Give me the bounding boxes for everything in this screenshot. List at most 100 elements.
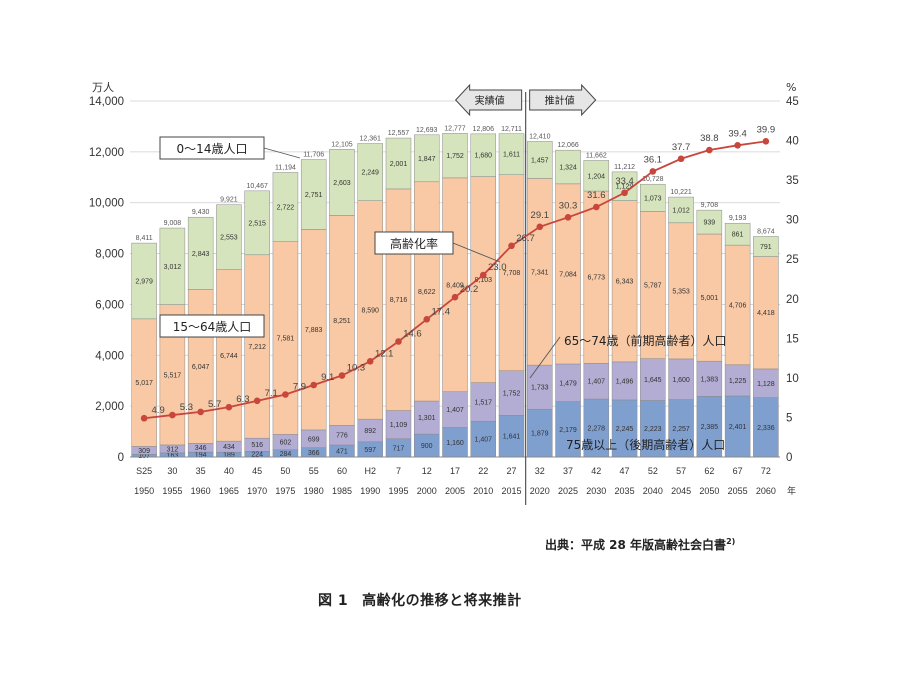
- callout-child-box: [159, 136, 265, 160]
- aging-rate-point: [734, 142, 741, 149]
- segment-value-label: 1,879: [531, 431, 549, 438]
- aging-rate-label: 30.3: [559, 200, 578, 211]
- x-tick-era: 52: [648, 466, 658, 476]
- x-tick-year: 1950: [134, 486, 154, 496]
- bar-segment: [131, 242, 157, 320]
- y2-tick-label: 0: [786, 452, 792, 464]
- callout-early-elderly-label: 65～74歳（前期高齢者）人口: [564, 333, 727, 348]
- segment-value-label: 2,179: [559, 427, 577, 434]
- segment-value-label: 8,590: [361, 307, 379, 314]
- segment-value-label: 309: [138, 448, 150, 455]
- segment-value-label: 5,001: [701, 295, 719, 302]
- segment-value-label: 1,128: [757, 381, 775, 388]
- x-tick-era: 50: [280, 466, 290, 476]
- aging-rate-label: 20.2: [460, 284, 479, 295]
- bar-total-label: 11,194: [275, 164, 296, 171]
- callout-child-leader: [263, 147, 301, 159]
- bar-segment: [300, 159, 327, 230]
- bar-total-label: 8,411: [136, 235, 153, 242]
- bar-segment: [187, 216, 214, 290]
- segment-value-label: 7,708: [503, 270, 521, 277]
- y2-tick-label: 30: [786, 215, 799, 227]
- bar-total-label: 9,921: [220, 197, 238, 204]
- callout-rate-label: 高齢化率: [390, 236, 438, 251]
- aging-rate-point: [140, 414, 148, 422]
- bar-segment: [216, 269, 242, 442]
- x-tick-year: 2050: [699, 486, 719, 496]
- actual-period-arrow: [454, 83, 523, 117]
- segment-value-label: 892: [364, 428, 376, 435]
- segment-value-label: 8,409: [446, 282, 464, 289]
- segment-value-label: 2,603: [333, 180, 351, 187]
- aging-rate-label: 37.7: [672, 142, 691, 153]
- actual-period-label: 実績値: [475, 94, 505, 107]
- x-tick-year: 1985: [332, 486, 352, 496]
- figure-title: 高齢化の推移と将来推計: [362, 593, 522, 609]
- y-tick-label: 14,000: [89, 96, 124, 108]
- x-tick-era: 17: [450, 466, 460, 476]
- segment-value-label: 7,341: [531, 269, 549, 276]
- aging-rate-label: 23.0: [488, 262, 507, 273]
- bar-segment: [640, 183, 666, 212]
- bar-total-label: 12,361: [360, 136, 382, 143]
- segment-value-label: 7,883: [305, 327, 323, 334]
- bar-segment: [583, 363, 610, 400]
- bar-segment: [527, 178, 553, 366]
- bar-segment: [329, 149, 355, 216]
- x-tick-era: 7: [396, 466, 401, 476]
- segment-value-label: 471: [336, 449, 348, 456]
- segment-value-label: 434: [223, 444, 235, 451]
- bar-segment: [583, 160, 610, 192]
- aging-rate-label: 33.4: [615, 176, 634, 187]
- aging-rate-point: [253, 397, 261, 405]
- aging-rate-label: 4.9: [152, 405, 165, 416]
- aging-rate-label: 5.7: [208, 399, 221, 410]
- aging-rate-label: 7.9: [293, 382, 306, 393]
- x-tick-year: 2055: [728, 486, 748, 496]
- segment-value-label: 2,278: [588, 426, 606, 433]
- bar-segment: [357, 143, 383, 201]
- y2-axis-unit: %: [786, 81, 796, 94]
- segment-value-label: 717: [393, 445, 405, 452]
- bar-segment: [611, 200, 638, 363]
- x-tick-year: 2015: [502, 486, 522, 496]
- figure-number: 図 1: [318, 593, 349, 609]
- y-tick-label: 10,000: [89, 198, 124, 210]
- callout-working-label: 15～64歳人口: [173, 320, 252, 334]
- bar-segment: [640, 400, 666, 458]
- aging-rate-label: 7.1: [265, 388, 278, 399]
- aging-rate-label: 12.1: [375, 348, 394, 359]
- bar-total-label: 10,728: [642, 176, 664, 183]
- callout-working-box: [159, 314, 265, 338]
- bar-segment: [498, 174, 525, 371]
- bar-segment: [470, 382, 497, 422]
- y-tick-label: 8,000: [95, 249, 124, 261]
- bar-total-label: 11,662: [586, 152, 607, 159]
- x-tick-year: 1995: [388, 486, 408, 496]
- segment-value-label: 1,324: [559, 165, 577, 172]
- bar-segment: [753, 256, 779, 370]
- segment-value-label: 602: [280, 440, 292, 447]
- aging-rate-label: 9.1: [321, 372, 334, 383]
- segment-value-label: 1,407: [588, 379, 606, 386]
- segment-value-label: 1,645: [644, 377, 662, 384]
- aging-rate-point: [536, 223, 544, 231]
- segment-value-label: 1,479: [559, 380, 577, 387]
- x-tick-era: H2: [364, 466, 376, 476]
- bar-segment: [724, 222, 751, 246]
- y2-tick-label: 15: [786, 333, 799, 345]
- segment-value-label: 7,581: [277, 336, 295, 343]
- segment-value-label: 1,600: [672, 377, 690, 384]
- aging-rate-point: [479, 271, 487, 279]
- bar-segment: [131, 318, 157, 447]
- aging-rate-label: 14.6: [403, 328, 422, 339]
- segment-value-label: 900: [421, 443, 433, 450]
- segment-value-label: 1,752: [503, 390, 521, 397]
- segment-value-label: 163: [167, 452, 179, 459]
- y2-tick-label: 20: [786, 294, 799, 306]
- bar-total-label: 12,066: [557, 142, 579, 149]
- bar-total-label: 9,193: [729, 215, 747, 222]
- figure-caption: 図 1 高齢化の推移と将来推計: [318, 590, 522, 610]
- aging-rate-point: [621, 189, 628, 197]
- segment-value-label: 2,401: [729, 424, 747, 431]
